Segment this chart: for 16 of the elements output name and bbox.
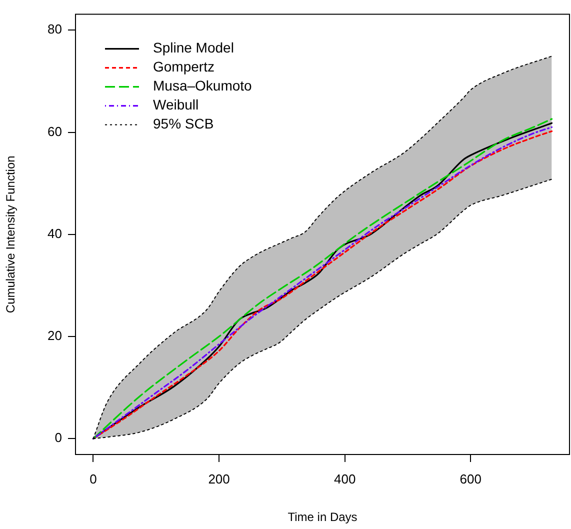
x-axis-title: Time in Days [288,510,358,524]
x-tick-label: 400 [334,471,356,486]
y-tick-label: 60 [48,124,62,139]
legend-label: Weibull [153,96,199,113]
y-tick-label: 20 [48,328,62,344]
y-tick-label: 40 [48,226,62,241]
y-tick-label: 0 [54,430,62,446]
y-axis-title: Cumulative Intensity Function [4,156,18,314]
y-tick-label: 80 [48,22,62,37]
legend-label: 95% SCB [153,116,214,132]
x-tick-label: 600 [460,471,482,486]
legend-label: Gompertz [153,58,214,75]
x-tick-label: 200 [208,471,230,486]
legend-label: Spline Model [153,40,234,56]
x-tick-label: 0 [90,471,97,486]
legend-label: Musa–Okumoto [153,78,252,94]
